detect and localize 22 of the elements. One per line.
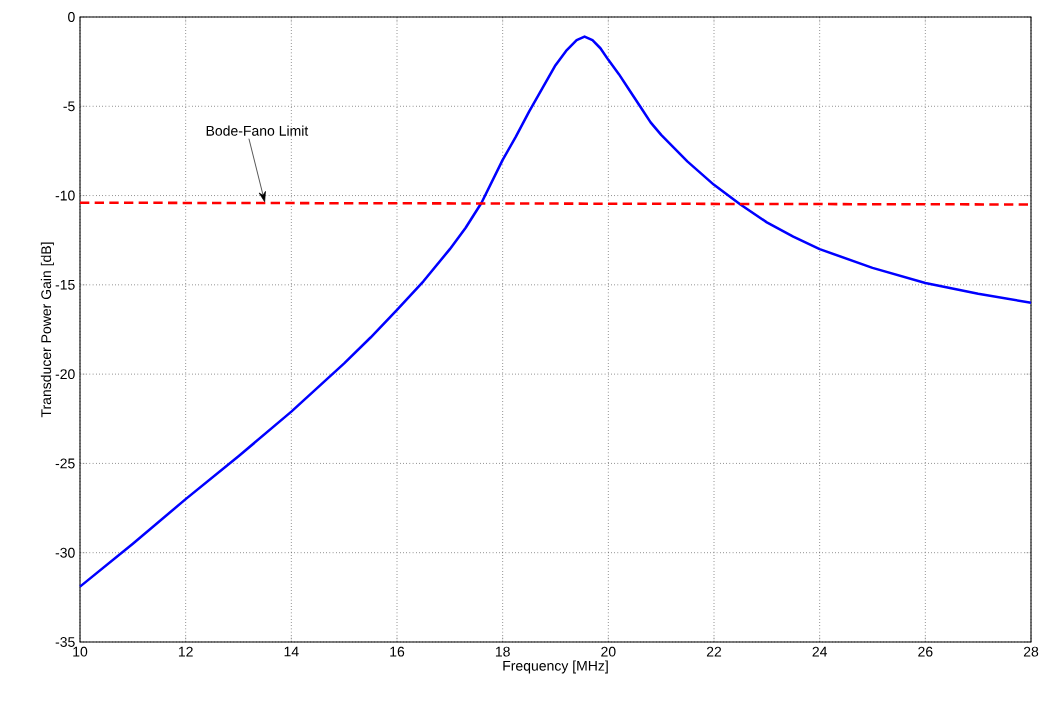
x-axis-title: Frequency [MHz] (503, 660, 608, 674)
y-tick-label: 0 (68, 12, 75, 22)
y-tick-label: -15 (55, 279, 75, 290)
x-tick-label: 20 (601, 646, 616, 657)
x-tick-label: 18 (495, 646, 510, 657)
x-tick-label: 10 (73, 646, 88, 657)
x-tick-label: 12 (178, 646, 193, 657)
x-tick-label: 28 (1023, 646, 1039, 657)
x-tick-label: 24 (812, 646, 828, 657)
x-tick-label: 26 (918, 646, 933, 657)
y-tick-label: -35 (55, 637, 75, 647)
x-tick-label: 14 (284, 646, 299, 657)
annotation: Bode-Fano Limit (206, 125, 309, 136)
x-tick-label: 22 (706, 646, 722, 657)
y-tick-label: -30 (55, 547, 75, 558)
line-series (78, 35, 1033, 588)
y-tick-label: -5 (63, 101, 75, 112)
y-tick-label: -25 (55, 458, 75, 469)
y-tick-label: -10 (55, 190, 75, 201)
y-tick-label: -20 (55, 369, 75, 380)
x-tick-label: 16 (390, 646, 405, 657)
y-axis-title: Transducer Power Gain [dB] (40, 242, 54, 418)
